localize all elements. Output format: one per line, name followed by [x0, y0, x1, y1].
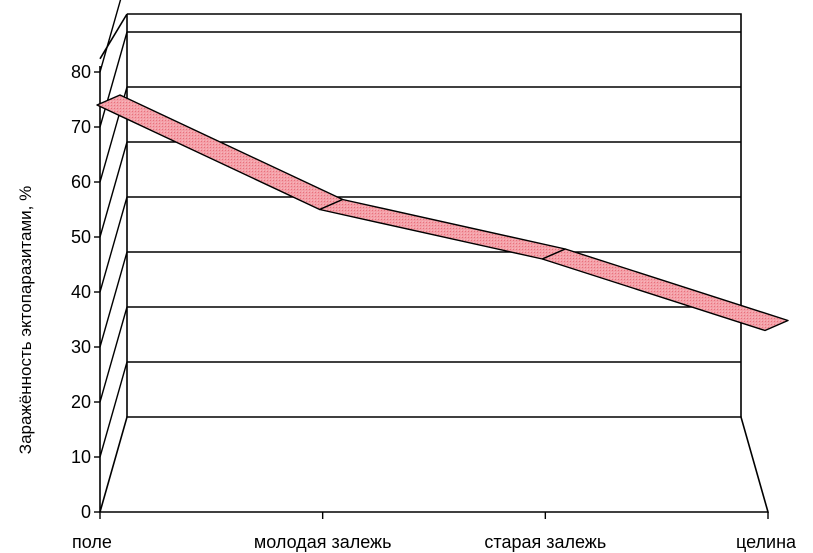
- side-wall-top-edge: [99, 13, 128, 60]
- y-tick-label: 60: [71, 172, 91, 192]
- x-category-label: молодая залежь: [254, 532, 392, 552]
- y-tick-label: 80: [71, 62, 91, 82]
- y-tick-label: 70: [71, 117, 91, 137]
- x-category-label: старая залежь: [484, 532, 606, 552]
- side-gridline: [99, 361, 128, 458]
- ribbon-segment: [541, 248, 789, 332]
- data-point: [96, 104, 98, 106]
- y-axis: 0 10 20 30 40 50 60 70 80: [71, 62, 101, 522]
- y-tick-label: 20: [71, 392, 91, 412]
- data-point: [319, 209, 321, 210]
- plot-walls: [98, 13, 770, 513]
- y-axis-title: Заражённость эктопаразитами, %: [16, 186, 35, 454]
- side-gridline: [99, 251, 128, 348]
- x-category-label: целина: [736, 532, 797, 552]
- y-tick-label: 10: [71, 447, 91, 467]
- data-point: [541, 258, 543, 260]
- side-gridline: [99, 31, 128, 128]
- side-gridline: [99, 141, 128, 238]
- series-ribbon: [96, 94, 789, 332]
- data-point: [764, 330, 766, 331]
- y-tick-label: 30: [71, 337, 91, 357]
- ribbon-segment: [96, 94, 344, 211]
- y-tick-label: 40: [71, 282, 91, 302]
- y-tick-label: 0: [81, 502, 91, 522]
- y-tick-label: 50: [71, 227, 91, 247]
- floor: [98, 416, 770, 513]
- side-gridline: [99, 196, 128, 293]
- side-gridline: [99, 306, 128, 403]
- back-wall-frame: [127, 13, 742, 417]
- x-category-label: поле: [72, 532, 112, 552]
- side-gridline: [99, 0, 122, 73]
- x-axis: поле молодая залежь старая залежь целина: [72, 512, 797, 552]
- gridlines: [99, 0, 741, 458]
- ribbon-segment: [318, 198, 567, 260]
